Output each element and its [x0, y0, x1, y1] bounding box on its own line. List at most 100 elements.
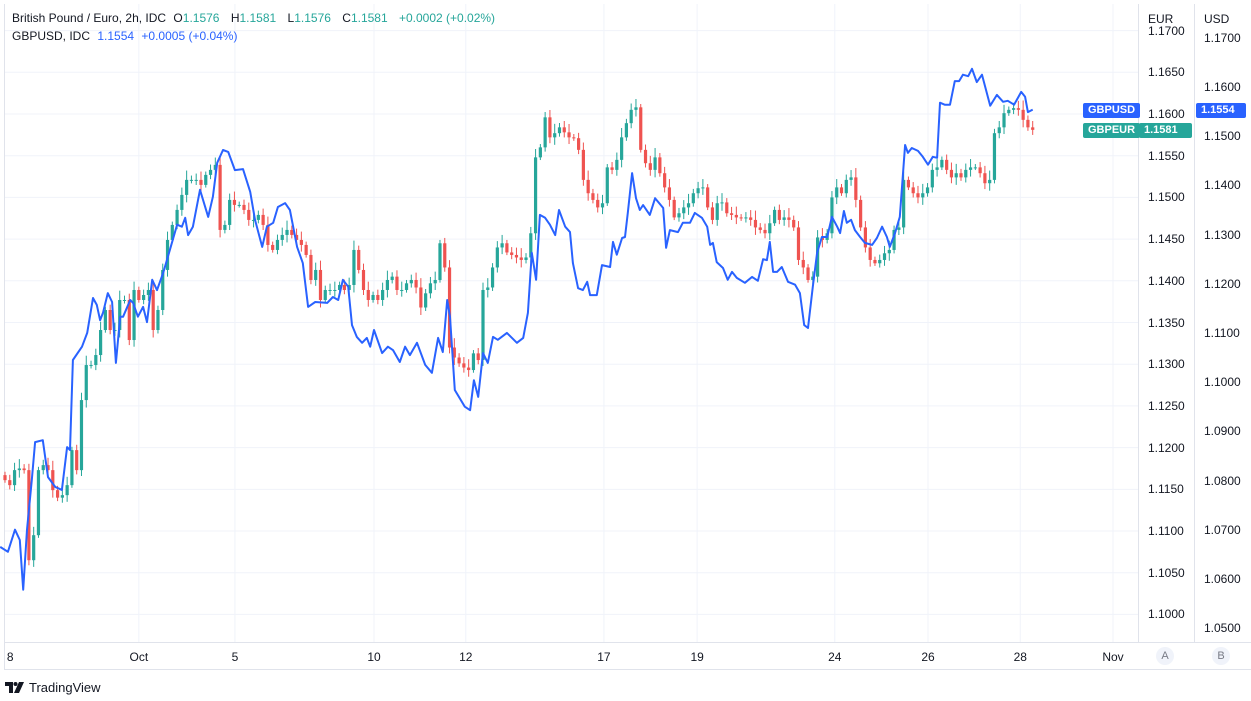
candle-down	[787, 217, 791, 220]
candle-down	[643, 149, 648, 164]
eur-tick-label: 1.1400	[1148, 273, 1185, 288]
candle-down	[294, 234, 299, 240]
candle-up	[844, 179, 848, 194]
eur-tick-label: 1.1300	[1148, 357, 1185, 372]
candle-down	[242, 204, 246, 210]
candle-up	[142, 294, 146, 300]
candle-up	[677, 213, 681, 218]
candle-up	[237, 204, 241, 206]
candle-up	[12, 470, 17, 486]
candle-up	[897, 227, 901, 230]
close-value: 1.1581	[350, 11, 388, 25]
candle-down	[854, 177, 858, 200]
candle-up	[925, 187, 930, 194]
candle-up	[744, 217, 748, 219]
candle-up	[691, 193, 695, 204]
candle-up	[940, 159, 944, 168]
candle-down	[232, 199, 237, 205]
candle-up	[615, 159, 619, 170]
candle-down	[261, 214, 265, 225]
usd-price-axis[interactable]: USD 1.1700 1.1600 1.1500 1.1400 1.1300 1.1200…	[1194, 4, 1251, 642]
time-axis[interactable]: 8 Oct 5 10 12 17 19 24 26 28 Nov	[5, 642, 1251, 671]
candle-up	[194, 179, 198, 181]
compare-series-legend[interactable]: GBPUSD, IDC 1.1554 +0.0005 (+0.04%)	[12, 29, 241, 43]
candle-up	[605, 167, 609, 204]
usd-tick-label: 1.1700	[1204, 30, 1241, 45]
candle-up	[471, 353, 476, 371]
eur-tick-label: 1.1550	[1148, 148, 1185, 163]
open-value: 1.1576	[182, 11, 220, 25]
candle-down	[46, 465, 50, 471]
candle-up	[17, 468, 21, 471]
candle-down	[562, 127, 566, 133]
candle-up	[175, 209, 179, 225]
candle-down	[22, 468, 26, 471]
candle-down	[510, 252, 514, 255]
time-tick-label: 17	[597, 650, 611, 664]
candle-down	[658, 157, 662, 174]
candle-down	[945, 159, 949, 170]
candle-down	[1021, 109, 1025, 120]
eur-tick-label: 1.1150	[1148, 482, 1184, 497]
candle-down	[863, 227, 867, 248]
candle-down	[916, 193, 920, 198]
candle-up	[629, 109, 633, 124]
candle-up	[696, 188, 700, 194]
time-tick-label: 5	[231, 650, 239, 664]
candle-down	[873, 259, 877, 264]
candle-up	[816, 237, 820, 277]
tradingview-logo[interactable]: TradingView	[5, 680, 101, 695]
candle-up	[973, 167, 977, 169]
candle-up	[185, 179, 189, 195]
candle-up	[849, 177, 853, 180]
candle-down	[610, 167, 614, 170]
candle-down	[792, 219, 796, 228]
candle-up	[189, 179, 194, 181]
gbpeur-price-tag: 1.1581	[1139, 123, 1192, 138]
candle-down	[361, 269, 366, 290]
eur-tick-label: 1.1350	[1148, 315, 1185, 330]
candle-down	[247, 209, 251, 220]
candle-up	[36, 470, 41, 536]
candle-down	[596, 199, 600, 208]
candle-down	[366, 289, 370, 300]
usd-tick-label: 1.0800	[1204, 473, 1241, 488]
candle-up	[538, 147, 542, 158]
candle-down	[758, 227, 762, 230]
chart-pane[interactable]	[0, 0, 1138, 642]
main-series-legend[interactable]: British Pound / Euro, 2h, IDC O1.1576 H1…	[12, 11, 499, 25]
auto-scale-button-a[interactable]: A	[1156, 647, 1174, 665]
candle-up	[256, 214, 260, 220]
candle-up	[481, 289, 485, 361]
candle-up	[146, 289, 150, 295]
usd-tick-label: 1.0700	[1204, 522, 1241, 537]
eur-axis-title: EUR	[1148, 12, 1174, 26]
candle-up	[32, 535, 36, 561]
candle-up	[1007, 109, 1011, 114]
eur-tick-label: 1.1700	[1148, 23, 1185, 38]
candle-up	[223, 224, 227, 230]
candle-up	[79, 400, 84, 471]
candle-down	[667, 187, 672, 200]
candle-up	[988, 179, 992, 184]
candle-up	[490, 267, 495, 288]
high-label: H	[230, 11, 240, 25]
candle-up	[495, 247, 499, 268]
candle-up	[400, 289, 404, 291]
eur-price-axis[interactable]: EUR 1.1700 1.1650 1.1600 1.1550 1.1500 1.1450…	[1138, 4, 1195, 642]
candle-down	[395, 276, 399, 290]
candle-up	[921, 193, 925, 198]
candle-down	[318, 269, 323, 300]
candle-down	[801, 259, 805, 268]
candle-up	[65, 485, 69, 496]
candle-up	[686, 203, 691, 208]
auto-scale-button-b[interactable]: B	[1212, 647, 1230, 665]
candle-down	[3, 475, 7, 481]
candle-up	[99, 330, 103, 356]
candle-down	[137, 289, 141, 300]
candle-down	[839, 187, 844, 194]
usd-axis-title: USD	[1204, 12, 1230, 26]
candle-down	[8, 480, 12, 486]
candle-up	[992, 133, 997, 180]
candle-up	[782, 217, 786, 220]
